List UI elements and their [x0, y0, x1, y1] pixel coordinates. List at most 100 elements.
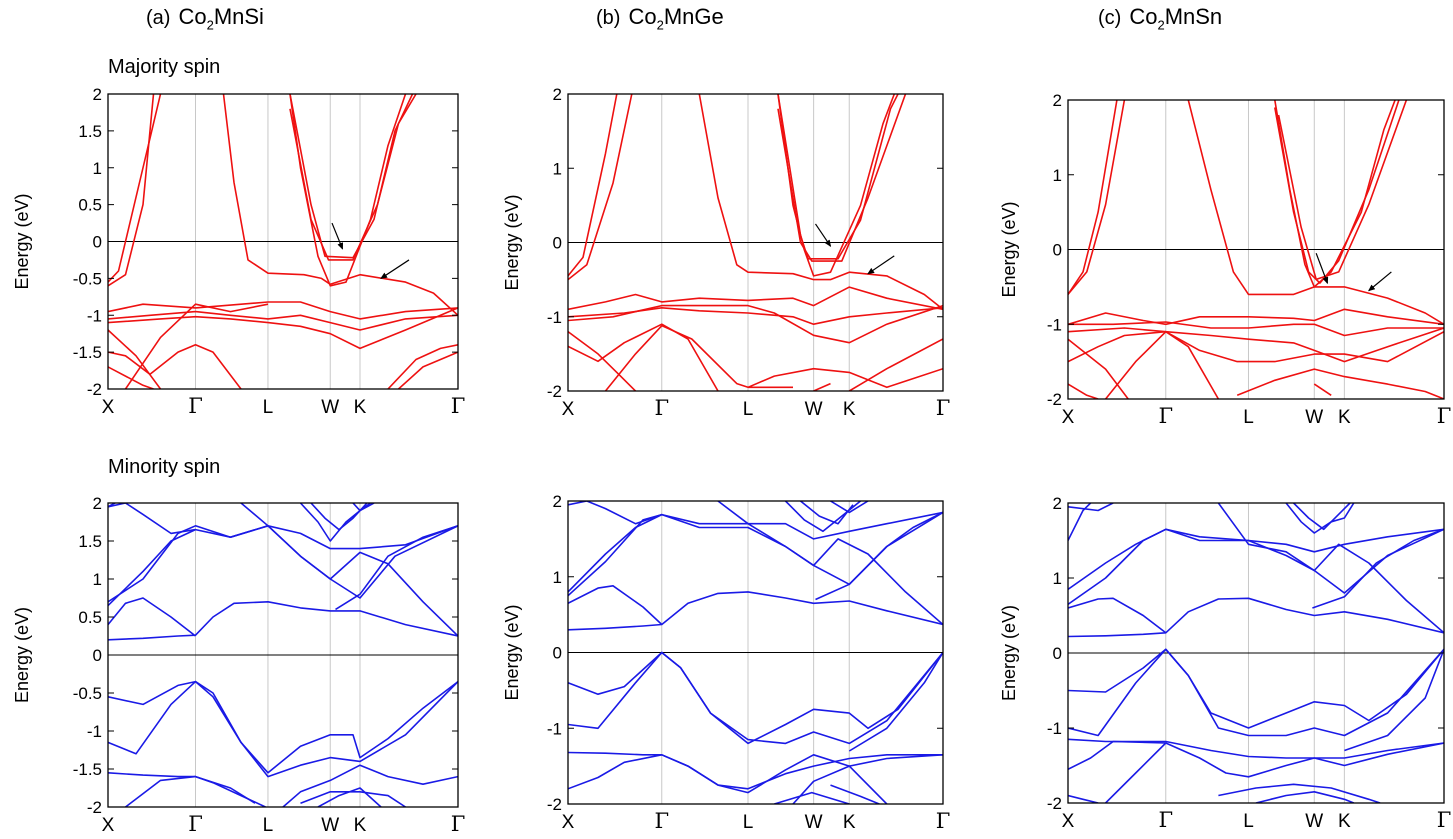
y-tick-label: 0 — [1053, 644, 1062, 663]
panel-b-maj: 2 1 0 -1 -2X Γ L W K Γ Energy (eV) — [502, 85, 950, 420]
bands-b-maj — [568, 94, 943, 391]
band-line — [698, 94, 943, 310]
band-line — [813, 382, 831, 391]
band-line — [222, 94, 458, 316]
band-line — [1277, 100, 1408, 281]
x-tick-label: L — [1243, 407, 1254, 428]
band-line — [108, 94, 162, 283]
band-line — [568, 511, 943, 597]
y-tick-label: 0 — [553, 644, 562, 663]
band-line — [848, 652, 943, 752]
band-line — [108, 344, 242, 389]
band-line — [1105, 742, 1167, 803]
band-line — [747, 367, 943, 389]
band-line — [108, 94, 155, 287]
y-axis-label: Energy (eV) — [999, 201, 1019, 297]
x-tick-label: K — [843, 812, 856, 833]
x-tick-label: X — [102, 815, 115, 836]
band-line — [1312, 528, 1444, 609]
y-tick-label: 1 — [1053, 166, 1062, 185]
y-tick-label: -1.5 — [73, 343, 102, 362]
bands-a-min — [108, 503, 458, 807]
band-line — [125, 775, 256, 807]
x-tick-label: Γ — [188, 812, 203, 836]
y-tick-label: -1 — [87, 306, 102, 325]
band-line — [568, 651, 943, 745]
y-axis-label: Energy (eV) — [502, 194, 522, 290]
band-line — [568, 304, 943, 344]
y-tick-label: 1 — [1053, 569, 1062, 588]
x-tick-label: W — [1305, 407, 1323, 428]
band-line — [1293, 503, 1351, 531]
band-line — [799, 501, 854, 525]
x-tick-label: L — [743, 812, 754, 833]
x-tick-label: Γ — [451, 812, 466, 836]
y-tick-label: 0 — [93, 646, 102, 665]
y-tick-label: 1.5 — [78, 122, 102, 141]
band-line — [568, 754, 943, 790]
y-tick-label: -2 — [547, 382, 562, 401]
band-line — [1068, 648, 1444, 737]
y-axis-label: Energy (eV) — [502, 604, 522, 700]
x-tick-label: W — [805, 399, 823, 420]
annotation-arrow — [1368, 271, 1392, 292]
band-line — [108, 310, 458, 331]
y-tick-label: -1.5 — [73, 760, 102, 779]
y-tick-label: 1 — [553, 568, 562, 587]
band-line — [1255, 791, 1355, 803]
band-line — [815, 511, 943, 601]
x-tick-label: L — [1243, 811, 1254, 832]
annotation-arrow — [380, 259, 410, 279]
panel-c-maj: 2 1 0 -1 -2X Γ L W K Γ Energy (eV) — [999, 91, 1451, 428]
y-tick-label: -1 — [547, 308, 562, 327]
y-tick-label: 2 — [93, 85, 102, 104]
x-tick-label: Γ — [654, 809, 669, 833]
band-line — [1068, 308, 1444, 326]
band-line — [282, 764, 458, 807]
x-tick-label: L — [263, 397, 274, 418]
band-line — [1068, 738, 1444, 759]
band-line — [1068, 648, 1444, 729]
x-tick-label: K — [354, 815, 367, 836]
y-tick-label: -2 — [1047, 390, 1062, 409]
band-line — [1068, 321, 1444, 337]
band-line — [1068, 383, 1099, 399]
band-line — [568, 585, 663, 626]
band-line — [777, 94, 907, 262]
band-line — [1068, 528, 1444, 605]
y-tick-label: -1 — [1047, 719, 1062, 738]
y-tick-label: -0.5 — [73, 269, 102, 288]
band-line — [1068, 794, 1099, 803]
row-label-minority: Minority spin — [108, 456, 221, 478]
y-tick-label: -1 — [1047, 315, 1062, 334]
band-line — [108, 366, 154, 389]
x-tick-label: Γ — [188, 394, 203, 418]
band-line — [1285, 503, 1355, 534]
x-tick-label: Γ — [1437, 808, 1452, 832]
band-line — [108, 680, 458, 778]
row-label-majority: Majority spin — [108, 56, 221, 78]
y-tick-label: 1 — [93, 570, 102, 589]
band-line — [1068, 330, 1220, 399]
y-tick-label: -2 — [87, 798, 102, 817]
band-line — [792, 765, 888, 804]
annotation-arrow — [331, 222, 344, 250]
band-line — [1068, 100, 1126, 295]
x-tick-label: K — [1338, 811, 1351, 832]
band-line — [108, 525, 458, 607]
band-line — [568, 94, 633, 281]
x-tick-label: L — [263, 815, 274, 836]
band-line — [1068, 597, 1167, 634]
band-line — [568, 751, 943, 794]
band-line — [848, 338, 943, 391]
band-line — [568, 286, 943, 311]
band-line — [124, 303, 269, 389]
x-tick-label: W — [805, 812, 823, 833]
x-tick-label: W — [321, 397, 339, 418]
y-axis-label: Energy (eV) — [12, 607, 32, 703]
bands-b-min — [568, 501, 943, 804]
band-line — [1068, 100, 1118, 295]
y-tick-label: 2 — [553, 85, 562, 104]
band-line — [568, 501, 663, 525]
